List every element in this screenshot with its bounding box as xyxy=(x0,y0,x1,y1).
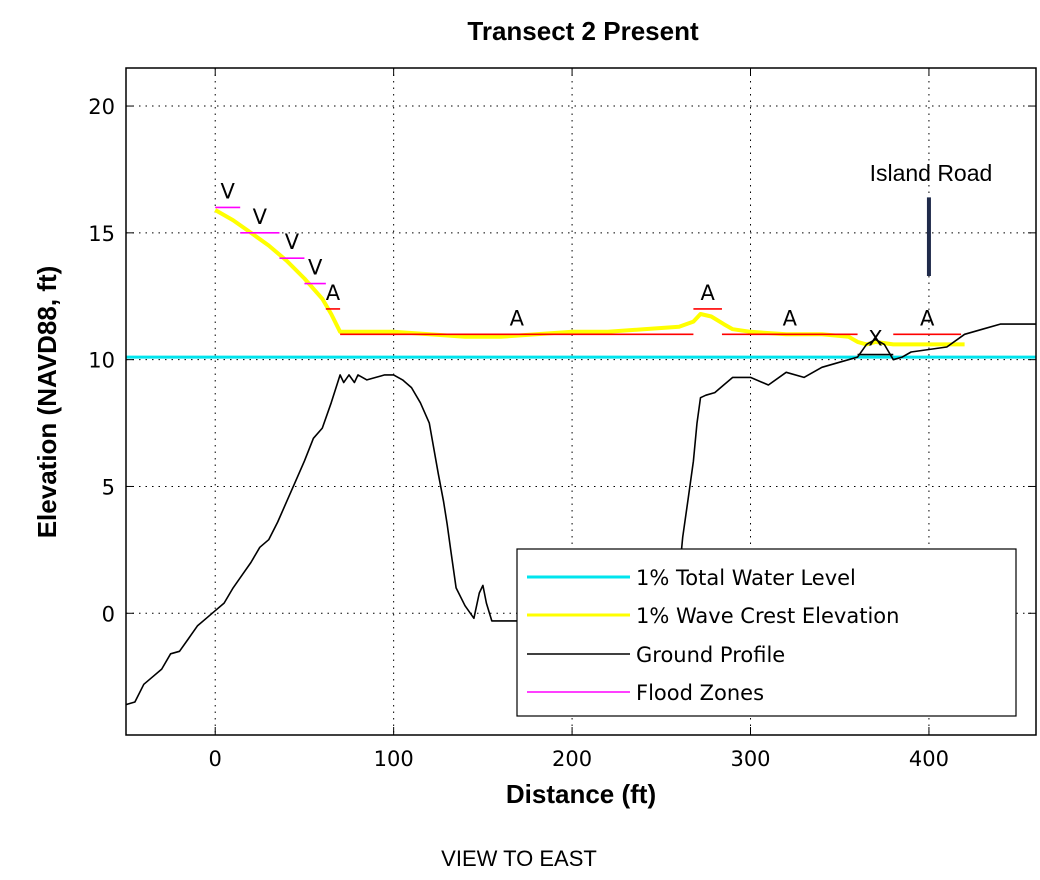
island-road-label: Island Road xyxy=(870,160,993,186)
flood-zone-label: V xyxy=(221,179,236,203)
y-tick-label: 0 xyxy=(102,602,115,626)
x-tick-label: 0 xyxy=(209,747,222,771)
x-tick-label: 400 xyxy=(909,747,949,771)
flood-zone-label: V xyxy=(285,230,300,254)
flood-zone-label: A xyxy=(783,306,798,330)
flood-zone-label: A xyxy=(326,281,341,305)
y-axis-label: Elevation (NAVD88, ft) xyxy=(32,266,62,539)
y-tick-label: 20 xyxy=(88,95,115,119)
flood-zone-label: V xyxy=(308,256,323,280)
legend-label-wave-crest: 1% Wave Crest Elevation xyxy=(636,604,899,628)
wave-crest-line xyxy=(214,208,965,347)
ground-profile-line xyxy=(125,323,1036,706)
chart-title: Transect 2 Present xyxy=(467,16,699,46)
legend-label-flood-zones: Flood Zones xyxy=(636,681,764,705)
y-tick-label: 10 xyxy=(88,349,115,373)
flood-zone-label: A xyxy=(700,281,715,305)
plot-frame xyxy=(125,67,1037,736)
legend: 1% Total Water Level 1% Wave Crest Eleva… xyxy=(516,548,1017,717)
legend-label-ground-profile: Ground Profile xyxy=(636,643,785,667)
x-axis-label: Distance (ft) xyxy=(506,779,656,809)
x-tick-label: 300 xyxy=(730,747,770,771)
flood-zone-label: A xyxy=(920,306,935,330)
legend-label-total-water-level: 1% Total Water Level xyxy=(636,566,856,590)
x-tick-label: 100 xyxy=(374,747,414,771)
flood-zone-label: V xyxy=(253,205,268,229)
y-tick-label: 5 xyxy=(102,475,115,499)
footer-caption: VIEW TO EAST xyxy=(441,846,597,871)
annotation-layer: Island Road xyxy=(870,160,993,276)
y-tick-label: 15 xyxy=(88,222,115,246)
flood-zone-label: A xyxy=(510,306,525,330)
axis-ticks: 0 100 200 300 400 0 5 10 15 20 xyxy=(88,68,1036,771)
x-tick-label: 200 xyxy=(552,747,592,771)
series-layer xyxy=(125,208,1036,706)
flood-zone-label: X xyxy=(868,327,882,351)
